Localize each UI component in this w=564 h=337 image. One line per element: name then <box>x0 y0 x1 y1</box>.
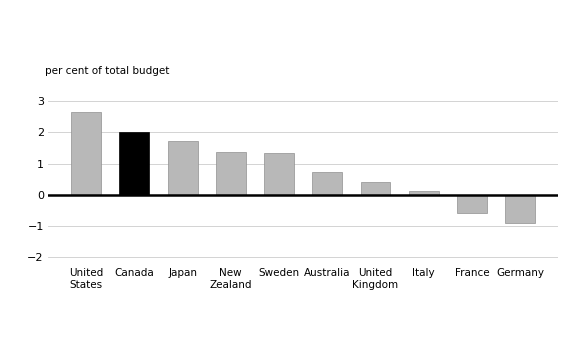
Text: per cent of total budget: per cent of total budget <box>45 66 170 76</box>
Bar <box>409 191 439 194</box>
Bar <box>312 172 342 194</box>
Text: to 2004 Budget In-Year Estimates: to 2004 Budget In-Year Estimates <box>14 45 290 60</box>
Bar <box>264 153 294 194</box>
Bar <box>168 141 197 194</box>
Text: 2003–04 Actual Outcomes Compared: 2003–04 Actual Outcomes Compared <box>14 14 317 30</box>
Bar <box>505 194 535 223</box>
Bar <box>457 194 487 213</box>
Bar <box>216 152 246 194</box>
Bar <box>360 182 390 194</box>
Bar <box>120 132 149 194</box>
Bar <box>71 112 101 194</box>
